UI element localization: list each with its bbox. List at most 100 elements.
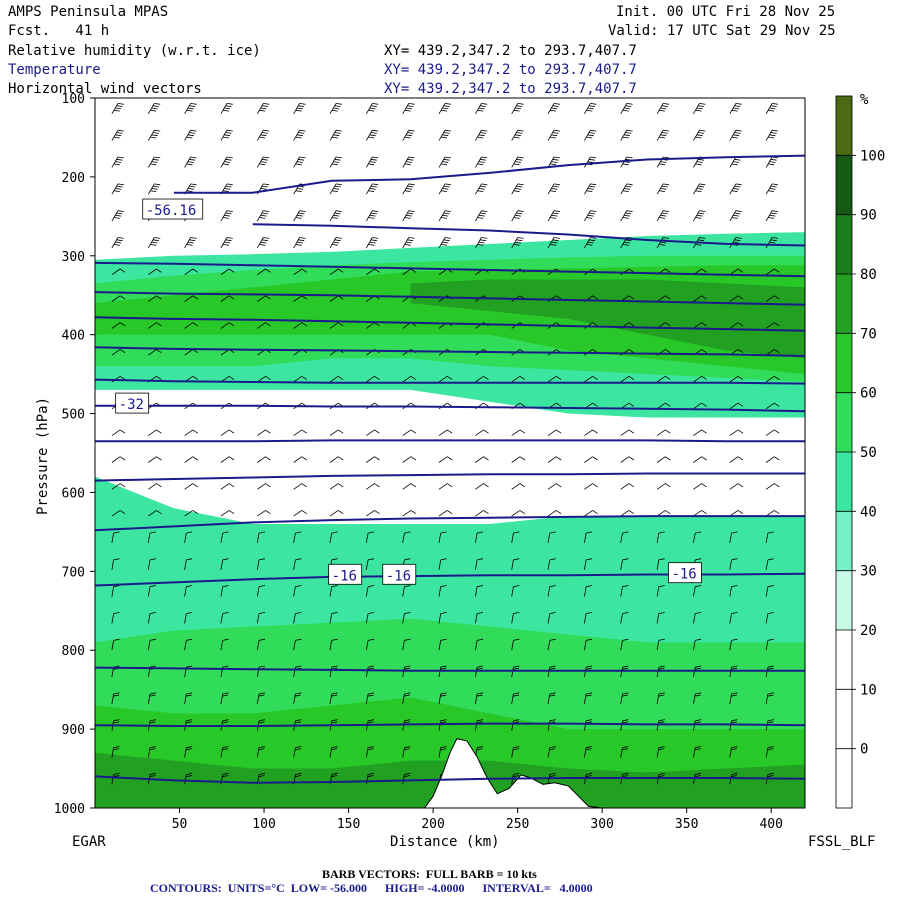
wind-barb-0-8 (402, 103, 415, 114)
wind-barb-23-9 (438, 719, 447, 731)
y-tick-label-6: 700 (62, 565, 85, 580)
wind-barb-21-16 (693, 665, 702, 678)
wind-barb-7-4 (257, 295, 271, 302)
wind-barb-17-0 (111, 558, 120, 570)
wind-barb-20-11 (511, 638, 520, 651)
wind-barb-13-14 (620, 456, 635, 463)
wind-barb-22-11 (511, 692, 520, 704)
wind-barb-13-7 (366, 456, 380, 463)
barb-note: BARB VECTORS: FULL BARB = 10 kts (322, 867, 537, 881)
wind-barb-10-5 (293, 375, 308, 383)
wind-barb-14-0 (111, 483, 126, 490)
wind-barb-8-17 (729, 322, 744, 329)
wind-barb-23-16 (693, 719, 702, 731)
x-tick-label-5: 300 (590, 817, 613, 832)
colorbar-bin-5 (836, 452, 852, 512)
wind-barb-19-4 (256, 612, 265, 624)
wind-barb-0-16 (693, 103, 706, 114)
wind-barb-17-4 (256, 558, 265, 570)
wind-barb-15-3 (220, 510, 235, 517)
wind-barb-25-16 (693, 772, 702, 785)
wind-barb-12-4 (257, 429, 271, 436)
wind-barb-2-18 (765, 156, 779, 168)
wind-barb-14-13 (584, 483, 598, 490)
wind-barb-15-2 (184, 510, 199, 517)
wind-barb-22-13 (584, 692, 593, 704)
wind-barb-8-7 (366, 322, 380, 329)
wind-barb-24-12 (547, 746, 556, 758)
wind-barb-6-6 (329, 268, 344, 276)
wind-barb-2-4 (256, 156, 270, 168)
wind-barb-9-0 (111, 349, 126, 356)
wind-barb-8-2 (184, 322, 199, 329)
wind-barb-20-10 (475, 638, 484, 651)
wind-barb-24-3 (220, 746, 229, 758)
colorbar-label-1: 10 (860, 682, 877, 698)
temperature-contour-9 (94, 472, 805, 482)
wind-barb-2-5 (293, 156, 306, 168)
contour-label-box-0 (142, 198, 204, 220)
wind-barb-4-7 (365, 210, 379, 222)
wind-barb-19-0 (111, 612, 120, 624)
wind-barb-16-10 (475, 531, 484, 543)
wind-barb-18-17 (729, 585, 738, 597)
wind-barb-15-5 (293, 510, 308, 517)
wind-barb-19-10 (475, 612, 484, 624)
wind-barb-15-10 (475, 510, 489, 517)
wind-barb-23-15 (656, 719, 665, 731)
wind-barb-17-14 (620, 558, 629, 570)
wind-barb-3-17 (729, 183, 742, 195)
wind-barb-22-5 (293, 692, 302, 704)
wind-barb-19-5 (293, 612, 302, 624)
wind-barb-22-3 (220, 692, 229, 704)
wind-barb-14-16 (693, 483, 707, 490)
forecast-hour: Fcst. 41 h (8, 23, 110, 39)
field-label-rh: Relative humidity (w.r.t. ice) (8, 43, 261, 59)
wind-barb-8-16 (693, 322, 707, 329)
wind-barb-14-17 (729, 483, 744, 490)
y-tick-label-9: 1000 (54, 802, 85, 817)
wind-barb-0-4 (256, 103, 270, 114)
wind-barb-4-12 (547, 210, 560, 222)
x-tick-label-1: 100 (252, 817, 275, 832)
wind-barb-10-18 (765, 375, 780, 383)
colorbar-bin-8 (836, 274, 852, 334)
wind-barb-1-16 (693, 129, 706, 141)
wind-barb-16-17 (729, 531, 738, 543)
wind-barb-5-11 (511, 237, 524, 249)
wind-barb-2-9 (438, 156, 451, 168)
wind-barb-13-2 (184, 456, 199, 463)
wind-barb-1-13 (584, 129, 597, 141)
wind-barb-22-15 (656, 692, 665, 704)
wind-barb-22-17 (729, 692, 738, 704)
wind-barb-7-1 (148, 295, 162, 302)
wind-barb-20-3 (220, 638, 229, 651)
field-label-temperature: Temperature (8, 62, 101, 78)
wind-barb-13-18 (765, 456, 780, 463)
wind-barb-7-0 (111, 295, 126, 302)
wind-barb-15-7 (366, 510, 380, 517)
wind-barb-24-1 (147, 746, 156, 758)
wind-barb-14-2 (184, 483, 199, 490)
wind-barb-0-14 (620, 103, 633, 114)
wind-barb-16-7 (365, 531, 375, 543)
wind-barb-0-15 (656, 103, 670, 114)
wind-barb-1-8 (402, 129, 415, 141)
wind-barb-16-3 (220, 531, 229, 543)
wind-barb-5-3 (220, 237, 233, 249)
wind-barb-12-18 (765, 429, 780, 436)
wind-barb-25-17 (729, 772, 738, 785)
wind-barb-8-4 (257, 322, 271, 329)
wind-barb-19-3 (220, 612, 229, 624)
wind-barb-3-15 (656, 183, 670, 195)
colorbar-label-2: 20 (860, 623, 877, 639)
wind-barb-16-11 (511, 531, 520, 543)
wind-barb-24-2 (184, 746, 193, 758)
wind-barb-21-9 (438, 665, 447, 678)
wind-barb-25-7 (365, 772, 375, 785)
colorbar-bin-1 (836, 689, 852, 749)
wind-barb-16-8 (402, 531, 411, 543)
wind-barb-17-9 (438, 558, 447, 570)
colorbar-label-3: 30 (860, 564, 877, 580)
wind-barb-20-12 (547, 638, 556, 651)
